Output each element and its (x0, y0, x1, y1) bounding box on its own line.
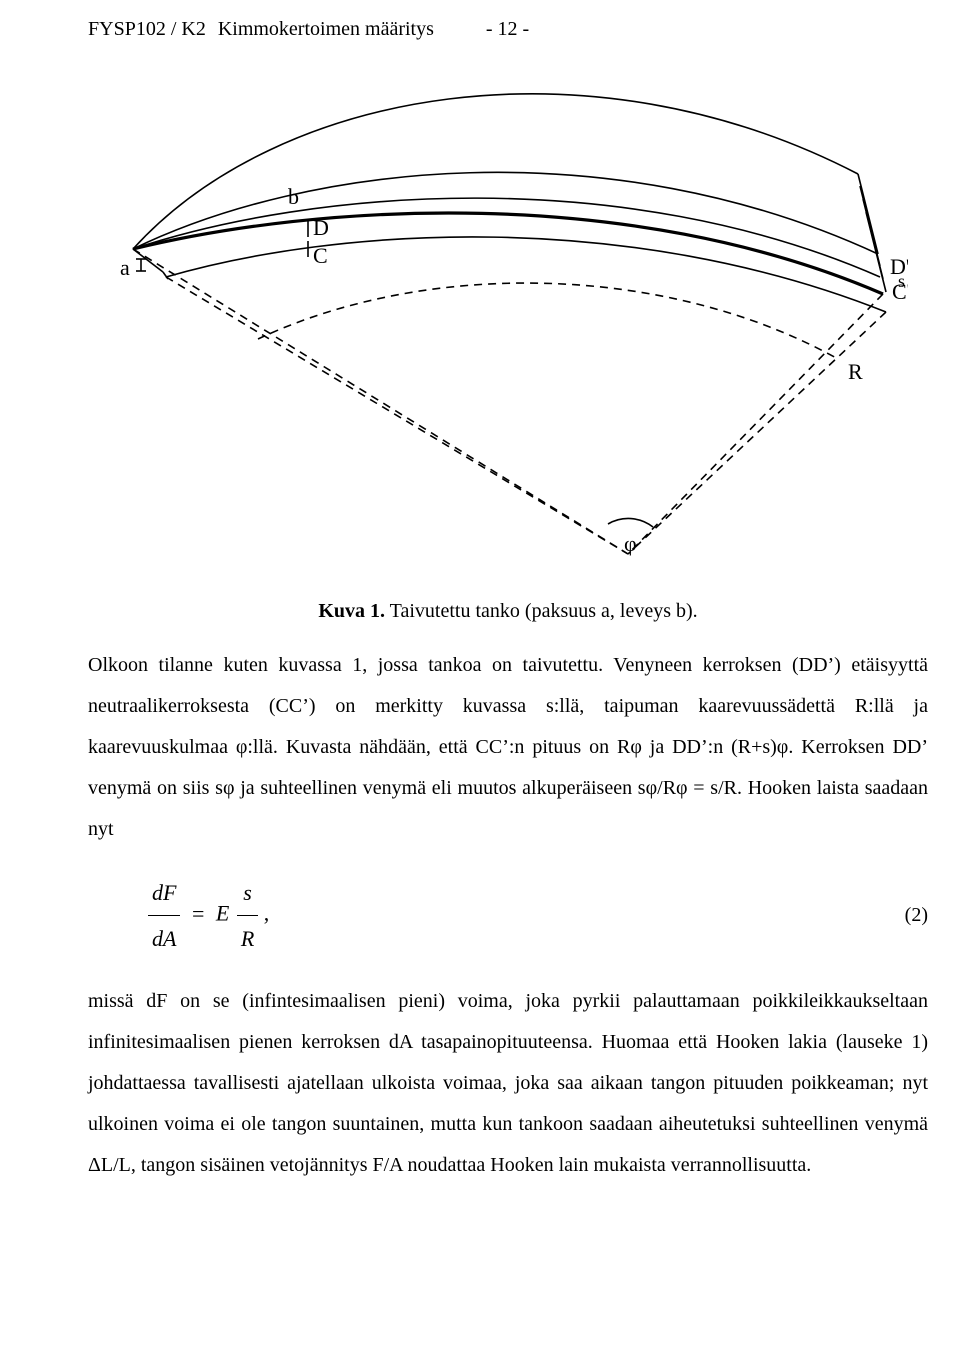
label-b: b (288, 184, 299, 209)
page-header: FYSP102 / K2 Kimmokertoimen määritys - 1… (88, 18, 928, 41)
paragraph-2: missä dF on se (infintesimaalisen pieni)… (88, 981, 928, 1186)
page: FYSP102 / K2 Kimmokertoimen määritys - 1… (0, 0, 960, 1347)
caption-text: Taivutettu tanko (paksuus a, leveys b). (390, 600, 698, 622)
eq-E: E (216, 901, 229, 926)
equation-number: (2) (868, 895, 928, 936)
paragraph-1: Olkoon tilanne kuten kuvassa 1, jossa ta… (88, 645, 928, 850)
label-D: D (313, 215, 329, 240)
body-text: Olkoon tilanne kuten kuvassa 1, jossa ta… (88, 645, 928, 1186)
course-code: FYSP102 / K2 (88, 18, 206, 41)
equation-body: dF dA = E s R , (88, 870, 868, 961)
bent-bar-diagram: a b D C D' C' s R φ (108, 49, 908, 589)
label-phi: φ (624, 531, 637, 556)
label-s: s (898, 271, 905, 291)
eq-equals: = (186, 901, 210, 926)
label-a: a (120, 255, 130, 280)
eq-dF: dF (148, 870, 180, 915)
eq-s: s (237, 870, 258, 915)
doc-title: Kimmokertoimen määritys (218, 18, 434, 41)
page-number: - 12 - (486, 18, 529, 41)
figure-caption: Kuva 1. Taivutettu tanko (paksuus a, lev… (88, 600, 928, 623)
label-R: R (848, 359, 863, 384)
eq-R: R (237, 915, 258, 961)
equation-2: dF dA = E s R , (2) (88, 870, 928, 961)
eq-dA: dA (148, 915, 180, 961)
caption-label: Kuva 1. (318, 600, 385, 622)
eq-comma: , (264, 901, 270, 926)
label-C: C (313, 243, 328, 268)
figure-1: a b D C D' C' s R φ (108, 49, 908, 594)
